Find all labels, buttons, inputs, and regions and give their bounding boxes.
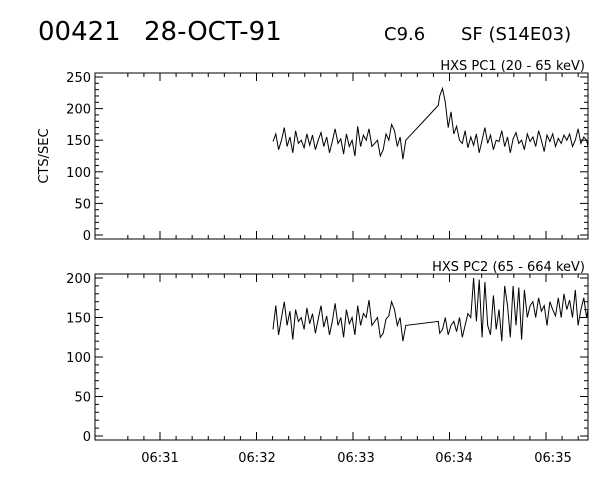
flare-location: SF (S14E03) — [461, 24, 571, 45]
panel-pc1-x-ticks — [127, 73, 579, 239]
y-tick-label-pc2: 150 — [66, 312, 91, 327]
y-tick-label-pc1: 250 — [66, 71, 91, 86]
panel-pc2-y-ticks: 0 50 100 150 200 — [66, 272, 588, 445]
series-line-pc1 — [272, 86, 589, 160]
x-tick-label: 06:32 — [238, 451, 275, 466]
series-line-pc2 — [272, 277, 589, 342]
panel-pc2-title: HXS PC2 (65 - 664 keV) — [432, 260, 585, 275]
event-id: 00421 — [38, 17, 121, 47]
y-tick-label-pc2: 200 — [66, 272, 91, 287]
y-tick-label-pc1: 50 — [74, 197, 91, 212]
y-tick-label-pc1: 150 — [66, 134, 91, 149]
panel-pc2: HXS PC2 (65 - 664 keV) 0 50 100 150 200 06:3… — [66, 260, 589, 466]
goes-class: C9.6 — [384, 24, 425, 45]
y-tick-label-pc2: 50 — [74, 391, 91, 406]
y-tick-label-pc2: 100 — [66, 351, 91, 366]
x-axis-tick-labels: 06:31 06:32 06:33 06:34 06:35 — [141, 451, 571, 466]
y-tick-label-pc1: 100 — [66, 166, 91, 181]
x-tick-label: 06:31 — [141, 451, 178, 466]
x-tick-label: 06:33 — [337, 451, 374, 466]
y-tick-label-pc2: 0 — [83, 430, 91, 445]
y-tick-label-pc1: 0 — [83, 229, 91, 244]
panel-pc1-title: HXS PC1 (20 - 65 keV) — [440, 59, 585, 74]
panel-pc1: HXS PC1 (20 - 65 keV) CTS/SEC 0 50 100 150 2… — [37, 59, 589, 244]
y-axis-label: CTS/SEC — [37, 128, 52, 183]
x-tick-label: 06:34 — [435, 451, 472, 466]
panel-pc2-x-ticks — [127, 274, 579, 440]
panel-pc1-y-ticks: 0 50 100 150 200 250 — [66, 71, 588, 244]
x-tick-label: 06:35 — [534, 451, 571, 466]
panel-pc1-frame — [94, 72, 589, 240]
event-date: 28-OCT-91 — [144, 17, 282, 47]
y-tick-label-pc1: 200 — [66, 103, 91, 118]
